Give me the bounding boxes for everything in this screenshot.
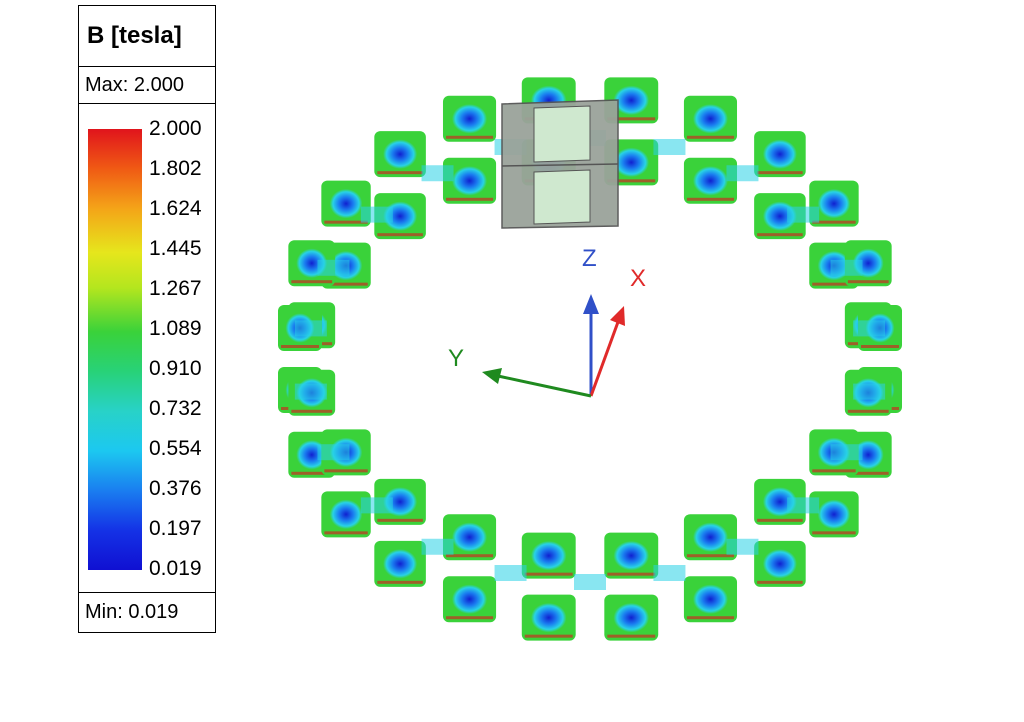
magnet-segment: [683, 576, 738, 623]
z-axis-arrow: [583, 294, 599, 314]
legend-scale: 2.000 1.802 1.624 1.445 1.267 1.089 0.91…: [79, 104, 215, 593]
ring-model-view[interactable]: Z X Y: [240, 0, 1024, 717]
gap-field-region: [853, 383, 886, 400]
gap-field-region: [726, 538, 759, 555]
magnet-segment: [521, 594, 576, 641]
magnet-segment: [374, 131, 426, 178]
gap-field-region: [726, 165, 759, 182]
y-axis-line: [497, 374, 592, 398]
gap-field-region: [494, 565, 527, 582]
magnet-segment: [442, 95, 497, 142]
tick-label: 1.624: [149, 197, 202, 220]
tick-label: 0.197: [149, 517, 202, 540]
color-bar: [88, 129, 142, 570]
gap-field-region: [294, 383, 327, 400]
gap-field-region: [317, 259, 350, 276]
magnet-segment: [604, 594, 659, 641]
gap-field-region: [360, 497, 393, 514]
gap-field-region: [317, 444, 350, 461]
gap-field-region: [653, 138, 686, 155]
gap-field-region: [421, 165, 454, 182]
x-axis-label: X: [630, 265, 646, 292]
magnet-segment: [374, 540, 426, 587]
gap-field-region: [574, 574, 606, 590]
tick-label: 2.000: [149, 117, 202, 140]
magnet-segment: [754, 131, 806, 178]
magnet-segment: [321, 180, 371, 227]
x-axis-arrow: [610, 306, 625, 326]
gap-field-region: [294, 320, 327, 337]
magnet-segment: [442, 157, 497, 204]
gap-field-region: [421, 538, 454, 555]
y-axis-label: Y: [448, 345, 464, 372]
gap-field-region: [787, 497, 820, 514]
magnet-segment: [442, 576, 497, 623]
x-axis-line: [589, 321, 620, 397]
magnet-segment: [374, 193, 426, 240]
magnet-segment: [809, 180, 859, 227]
magnet-segment: [754, 540, 806, 587]
tick-label: 0.554: [149, 437, 202, 460]
legend-min: Min: 0.019: [85, 601, 179, 623]
selected-magnet-segment[interactable]: [501, 99, 619, 229]
magnet-segment: [809, 491, 859, 538]
legend-title: B [tesla]: [79, 6, 215, 67]
tick-label: 0.732: [149, 397, 202, 420]
tick-label: 1.802: [149, 157, 202, 180]
tick-label: 1.445: [149, 237, 202, 260]
magnet-segment: [442, 514, 497, 561]
gap-field-region: [830, 259, 863, 276]
gap-field-region: [360, 206, 393, 223]
magnet-segment: [521, 532, 576, 579]
tick-label: 1.089: [149, 317, 202, 340]
gap-field-region: [853, 320, 886, 337]
3d-viewport[interactable]: Z X Y: [240, 0, 1024, 717]
tick-label: 1.267: [149, 277, 202, 300]
magnet-segment: [683, 157, 738, 204]
tick-label: 0.019: [149, 557, 202, 580]
gap-field-region: [653, 565, 686, 582]
axis-triad: Z X Y: [448, 245, 646, 398]
magnet-segment: [604, 532, 659, 579]
magnet-segment: [321, 491, 371, 538]
field-legend: B [tesla] Max: 2.000 2.000 1.802 1.624 1…: [78, 5, 216, 633]
tick-label: 0.910: [149, 357, 202, 380]
magnet-segment: [683, 514, 738, 561]
z-axis-label: Z: [582, 245, 597, 272]
legend-max: Max: 2.000: [79, 67, 215, 104]
magnet-segment: [683, 95, 738, 142]
y-axis-arrow: [482, 368, 502, 384]
gap-field-region: [830, 444, 863, 461]
tick-label: 0.376: [149, 477, 202, 500]
gap-field-region: [787, 206, 820, 223]
